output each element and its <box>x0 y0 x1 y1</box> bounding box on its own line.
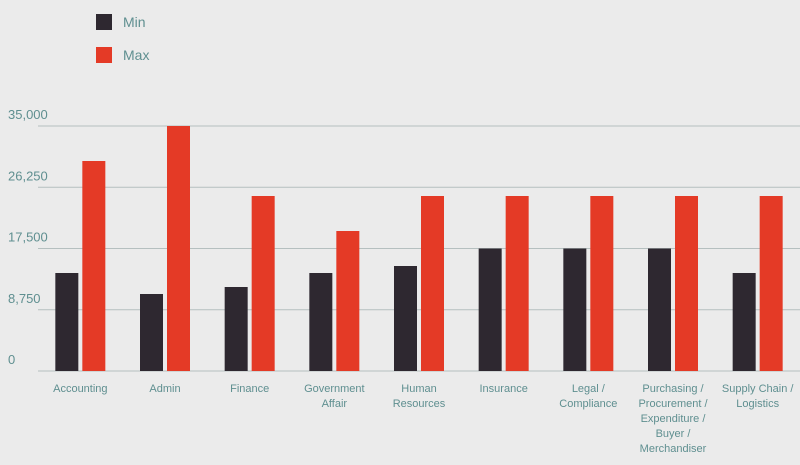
x-tick-label: Accounting <box>53 383 107 395</box>
bar-max[interactable] <box>590 196 614 371</box>
legend-swatch-max <box>96 47 112 63</box>
bars <box>55 126 783 372</box>
x-tick-label: Supply Chain / Logistics <box>722 383 794 410</box>
legend-label-min: Min <box>123 14 146 30</box>
bar-min[interactable] <box>478 248 502 372</box>
y-tick-label: 0 <box>8 352 15 367</box>
bar-min[interactable] <box>140 294 163 371</box>
bar-max[interactable] <box>251 196 275 371</box>
bar-max[interactable] <box>336 231 360 371</box>
x-tick-label: Admin <box>149 383 180 395</box>
bar-max[interactable] <box>505 196 529 371</box>
x-tick-label: Legal / Compliance <box>559 383 617 410</box>
bar-min[interactable] <box>224 287 248 371</box>
y-tick-label: 35,000 <box>8 107 48 122</box>
legend-item-min[interactable]: Min <box>96 12 149 32</box>
legend: Min Max <box>96 12 149 78</box>
bar-min[interactable] <box>648 248 671 372</box>
bar-min[interactable] <box>394 266 417 371</box>
bar-max[interactable] <box>167 126 190 371</box>
legend-item-max[interactable]: Max <box>96 45 149 65</box>
x-axis-labels: Accounting Admin Finance Government Affair Hu… <box>53 383 794 455</box>
bar-min[interactable] <box>563 248 587 372</box>
bar-max[interactable] <box>675 196 698 371</box>
legend-swatch-min <box>96 14 112 30</box>
x-tick-label: Insurance <box>480 383 528 395</box>
y-tick-label: 8,750 <box>8 291 41 306</box>
bar-max[interactable] <box>421 196 444 371</box>
x-tick-label: Human Resources <box>393 383 446 410</box>
y-tick-label: 17,500 <box>8 230 48 245</box>
gridlines: 0 8,750 17,500 26,250 35,000 <box>8 107 800 372</box>
bar-min[interactable] <box>55 273 79 371</box>
legend-label-max: Max <box>123 47 150 63</box>
bar-max[interactable] <box>759 196 783 371</box>
y-tick-label: 26,250 <box>8 168 48 183</box>
x-tick-label: Finance <box>230 383 269 395</box>
x-tick-label: Purchasing / Procurement / Expenditure / Bu… <box>638 383 708 455</box>
bar-min[interactable] <box>732 273 756 371</box>
bar-min[interactable] <box>309 273 333 371</box>
bar-max[interactable] <box>82 161 106 371</box>
x-tick-label: Government Affair <box>304 383 365 410</box>
